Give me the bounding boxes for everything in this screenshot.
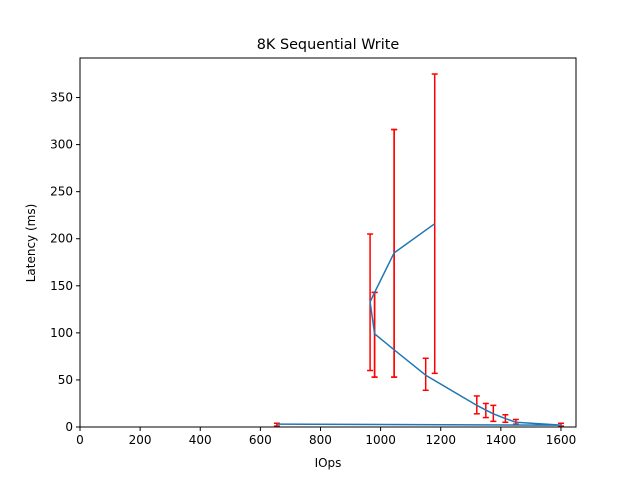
plot-area-frame: [79, 57, 577, 428]
series-line: [276, 223, 562, 426]
y-tick-label: 250: [50, 185, 73, 199]
y-tick-label: 100: [50, 326, 73, 340]
x-axis-ticks: 0 200 400 600 800 1000 1200 1400 1600: [76, 427, 576, 447]
x-tick-label: 1000: [365, 433, 396, 447]
y-axis-label: Latency (ms): [24, 204, 38, 283]
y-tick-label: 50: [58, 373, 73, 387]
y-axis-ticks: 0 50 100 150 200 250 300 350: [50, 91, 80, 434]
y-tick-label: 300: [50, 138, 73, 152]
x-tick-label: 400: [189, 433, 212, 447]
x-tick-label: 800: [309, 433, 332, 447]
y-tick-label: 150: [50, 279, 73, 293]
x-tick-label: 200: [129, 433, 152, 447]
chart-title: 8K Sequential Write: [257, 37, 400, 53]
x-axis-label: IOps: [315, 456, 342, 470]
errorbars-group: [273, 73, 564, 427]
y-tick-label: 0: [65, 420, 73, 434]
y-tick-label: 350: [50, 91, 73, 105]
y-tick-label: 200: [50, 232, 73, 246]
x-tick-label: 0: [76, 433, 84, 447]
x-tick-label: 1400: [486, 433, 517, 447]
x-tick-label: 1200: [425, 433, 456, 447]
x-tick-label: 1600: [546, 433, 577, 447]
x-tick-label: 600: [249, 433, 272, 447]
